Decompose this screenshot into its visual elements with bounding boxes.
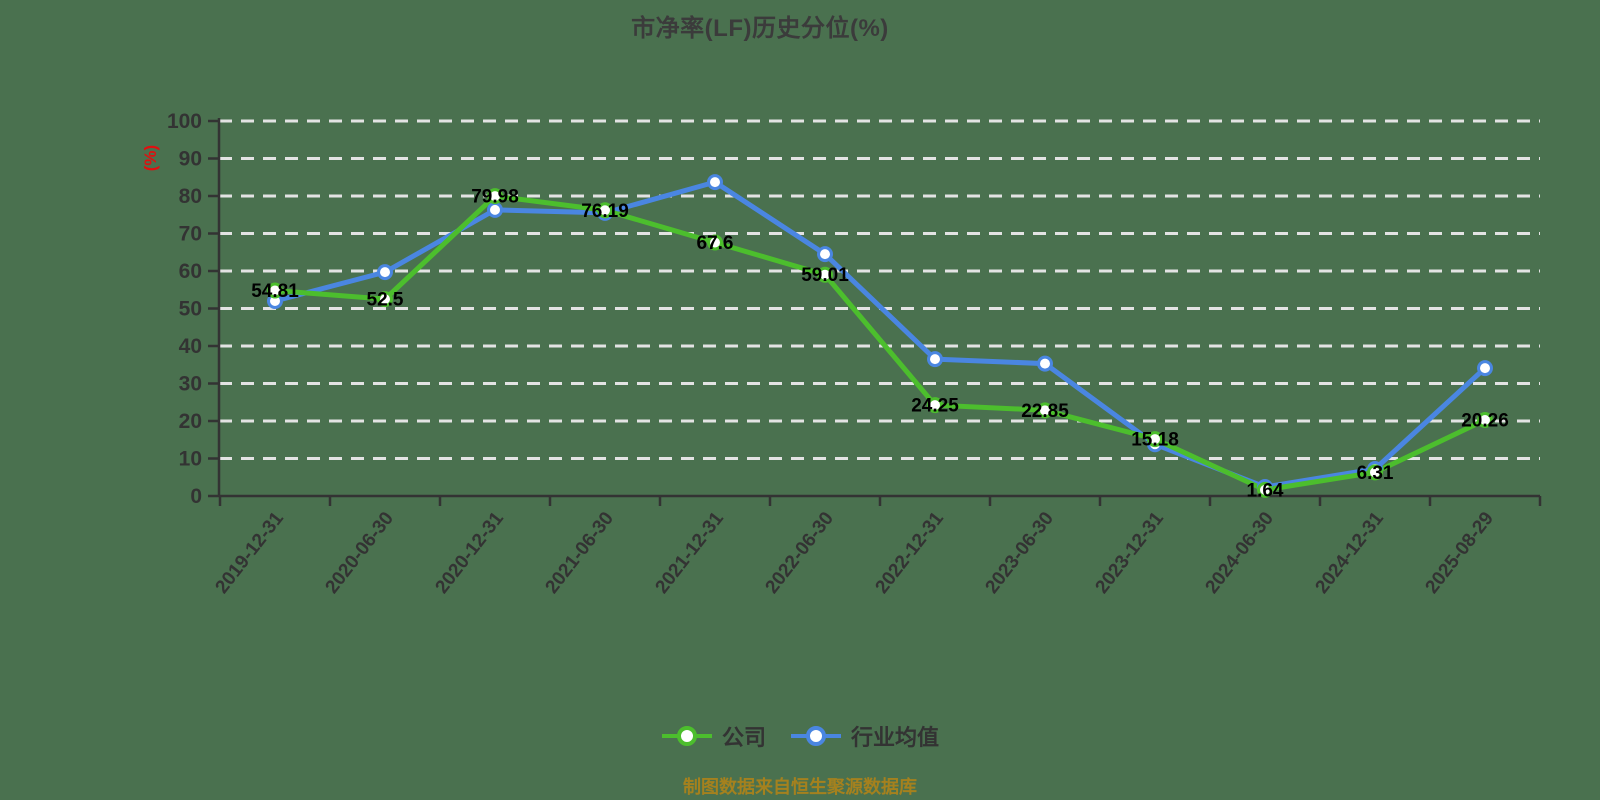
industry-point-7 <box>1037 355 1053 372</box>
industry-point-1 <box>377 264 393 281</box>
industry-legend-marker-icon <box>791 726 841 746</box>
data-label-company-11: 20.26 <box>1461 411 1509 432</box>
data-label-company-7: 22.85 <box>1021 401 1069 422</box>
x-axis-tick-label: 2019-12-31 <box>212 508 289 598</box>
x-axis-tick-label: 2025-08-29 <box>1422 508 1498 598</box>
industry-line <box>272 179 1488 490</box>
y-axis-tick-label: 0 <box>190 485 202 508</box>
y-axis-tick-label: 10 <box>179 448 202 471</box>
industry-point-6 <box>927 351 943 368</box>
x-axis-tick-label: 2020-06-30 <box>322 508 398 598</box>
legend-item-company[interactable]: 公司 <box>661 720 766 752</box>
y-axis-tick-label: 60 <box>179 260 202 283</box>
y-axis-tick-label: 50 <box>179 298 202 321</box>
y-axis-tick-label: 100 <box>167 110 202 133</box>
company-point-4 <box>707 234 723 251</box>
company-point-9 <box>1257 481 1273 498</box>
chart-title: 市净率(LF)历史分位(%) <box>631 15 889 42</box>
legend-item-industry[interactable]: 行业均值 <box>790 720 939 752</box>
company-point-8 <box>1147 431 1163 448</box>
company-point-6 <box>927 397 943 414</box>
company-point-11 <box>1477 412 1493 429</box>
data-label-company-9: 1.64 <box>1247 480 1284 501</box>
y-axis-tick-label: 30 <box>179 373 202 396</box>
legend-label-company: 公司 <box>721 725 766 750</box>
y-axis-name: (%) <box>141 145 160 171</box>
x-axis-tick-label: 2021-06-30 <box>542 508 618 598</box>
data-label-company-5: 59.01 <box>801 265 849 286</box>
company-point-3 <box>597 202 613 219</box>
x-axis-tick-label: 2024-12-31 <box>1312 508 1389 598</box>
legend: 公司 行业均值 <box>0 720 1600 752</box>
company-point-0 <box>267 282 283 299</box>
y-axis-tick-label: 90 <box>179 148 202 171</box>
y-axis-tick-label: 70 <box>179 223 202 246</box>
company-point-5 <box>817 266 833 283</box>
company-legend-marker-icon <box>661 726 712 746</box>
x-axis-tick-label: 2022-12-31 <box>872 508 949 598</box>
legend-label-industry: 行业均值 <box>851 725 940 750</box>
x-axis-tick-label: 2023-12-31 <box>1092 508 1169 598</box>
industry-point-4 <box>707 174 723 191</box>
company-point-1 <box>377 291 393 308</box>
x-axis-tick-label: 2024-06-30 <box>1202 508 1278 598</box>
industry-point-11 <box>1477 360 1493 377</box>
company-point-2 <box>487 188 503 205</box>
x-axis-tick-label: 2023-06-30 <box>982 508 1058 598</box>
data-label-company-4: 67.6 <box>697 233 734 254</box>
data-label-company-8: 15.18 <box>1131 430 1179 451</box>
x-axis-tick-label: 2020-12-31 <box>432 508 509 598</box>
data-label-company-6: 24.25 <box>911 396 959 417</box>
company-point-7 <box>1037 402 1053 419</box>
data-source-caption: 制图数据来自恒生聚源数据库 <box>683 777 917 797</box>
data-label-company-0: 54.81 <box>251 281 299 302</box>
x-axis-tick-label: 2021-12-31 <box>652 508 729 598</box>
data-label-company-10: 6.31 <box>1357 463 1394 484</box>
data-label-company-2: 79.98 <box>471 187 519 208</box>
company-line <box>272 193 1488 493</box>
x-axis-tick-label: 2022-06-30 <box>762 508 838 598</box>
y-axis-tick-label: 80 <box>179 185 202 208</box>
industry-point-5 <box>817 246 833 263</box>
y-axis-tick-label: 20 <box>179 410 202 433</box>
data-label-company-1: 52.5 <box>367 290 404 311</box>
company-point-10 <box>1367 464 1383 481</box>
y-axis-tick-label: 40 <box>179 335 202 358</box>
data-label-company-3: 76.19 <box>581 201 629 222</box>
